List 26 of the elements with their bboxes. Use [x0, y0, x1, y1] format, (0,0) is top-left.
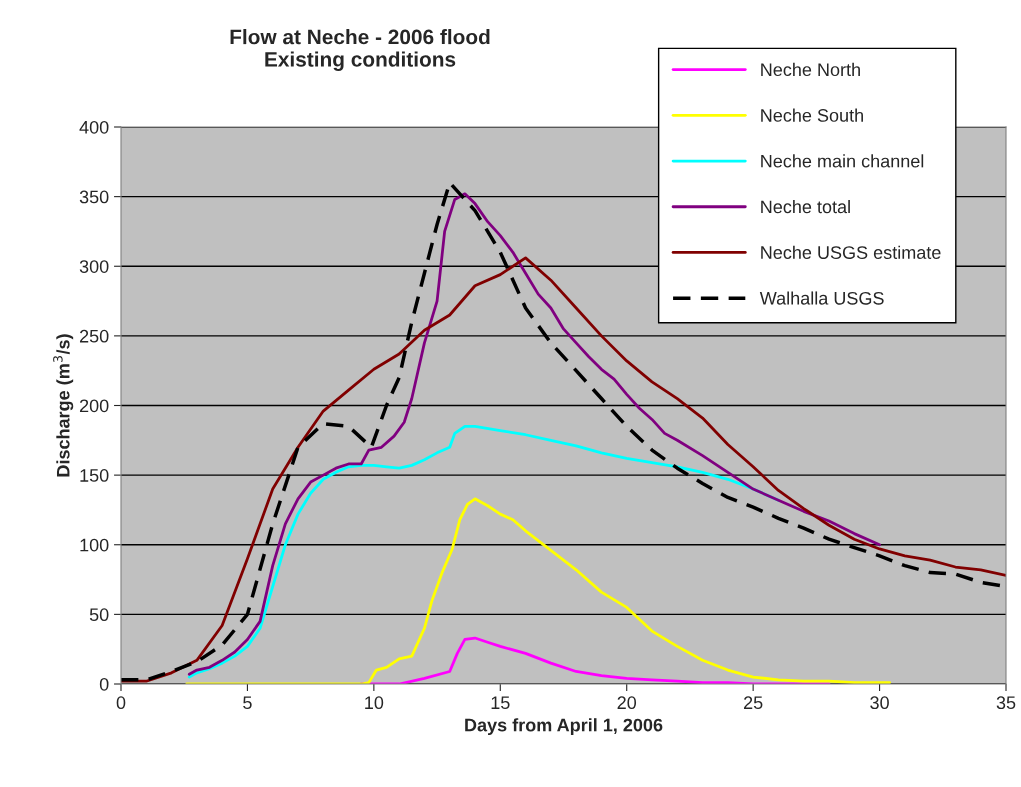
x-tick-label: 5	[243, 696, 252, 710]
x-axis-title: Days from April 1, 2006	[465, 718, 663, 736]
y-tick-label: 200	[79, 399, 109, 413]
y-tick-label: 50	[89, 608, 109, 622]
x-tick-label: 25	[744, 696, 763, 710]
y-tick-label: 100	[80, 538, 109, 552]
x-tick-label: 10	[365, 696, 384, 710]
legend-label: Neche main channel	[761, 154, 924, 168]
legend-label: Neche total	[761, 199, 850, 214]
legend-label: Neche North	[761, 62, 860, 77]
chart-title: Flow at Neche - 2006 flood Existing conditions	[230, 29, 490, 71]
legend-label: Walhalla USGS	[759, 291, 884, 305]
y-tick-label: 250	[79, 329, 109, 343]
y-tick-label: 400	[79, 120, 109, 134]
x-tick-label: 15	[491, 696, 510, 710]
y-axis-title: Discharge (m$^{3}$/s)	[53, 334, 74, 477]
y-tick-label: 0	[99, 677, 109, 691]
y-tick-label: 150	[80, 469, 109, 482]
y-tick-label: 350	[79, 190, 109, 204]
y-tick-label: 300	[79, 260, 109, 273]
x-tick-label: 35	[996, 696, 1016, 710]
legend-label: Neche USGS estimate	[761, 245, 941, 259]
x-tick-label: 0	[116, 696, 126, 710]
x-tick-label: 30	[870, 696, 889, 710]
legend-label: Neche South	[761, 108, 863, 122]
x-tick-label: 20	[617, 696, 637, 710]
